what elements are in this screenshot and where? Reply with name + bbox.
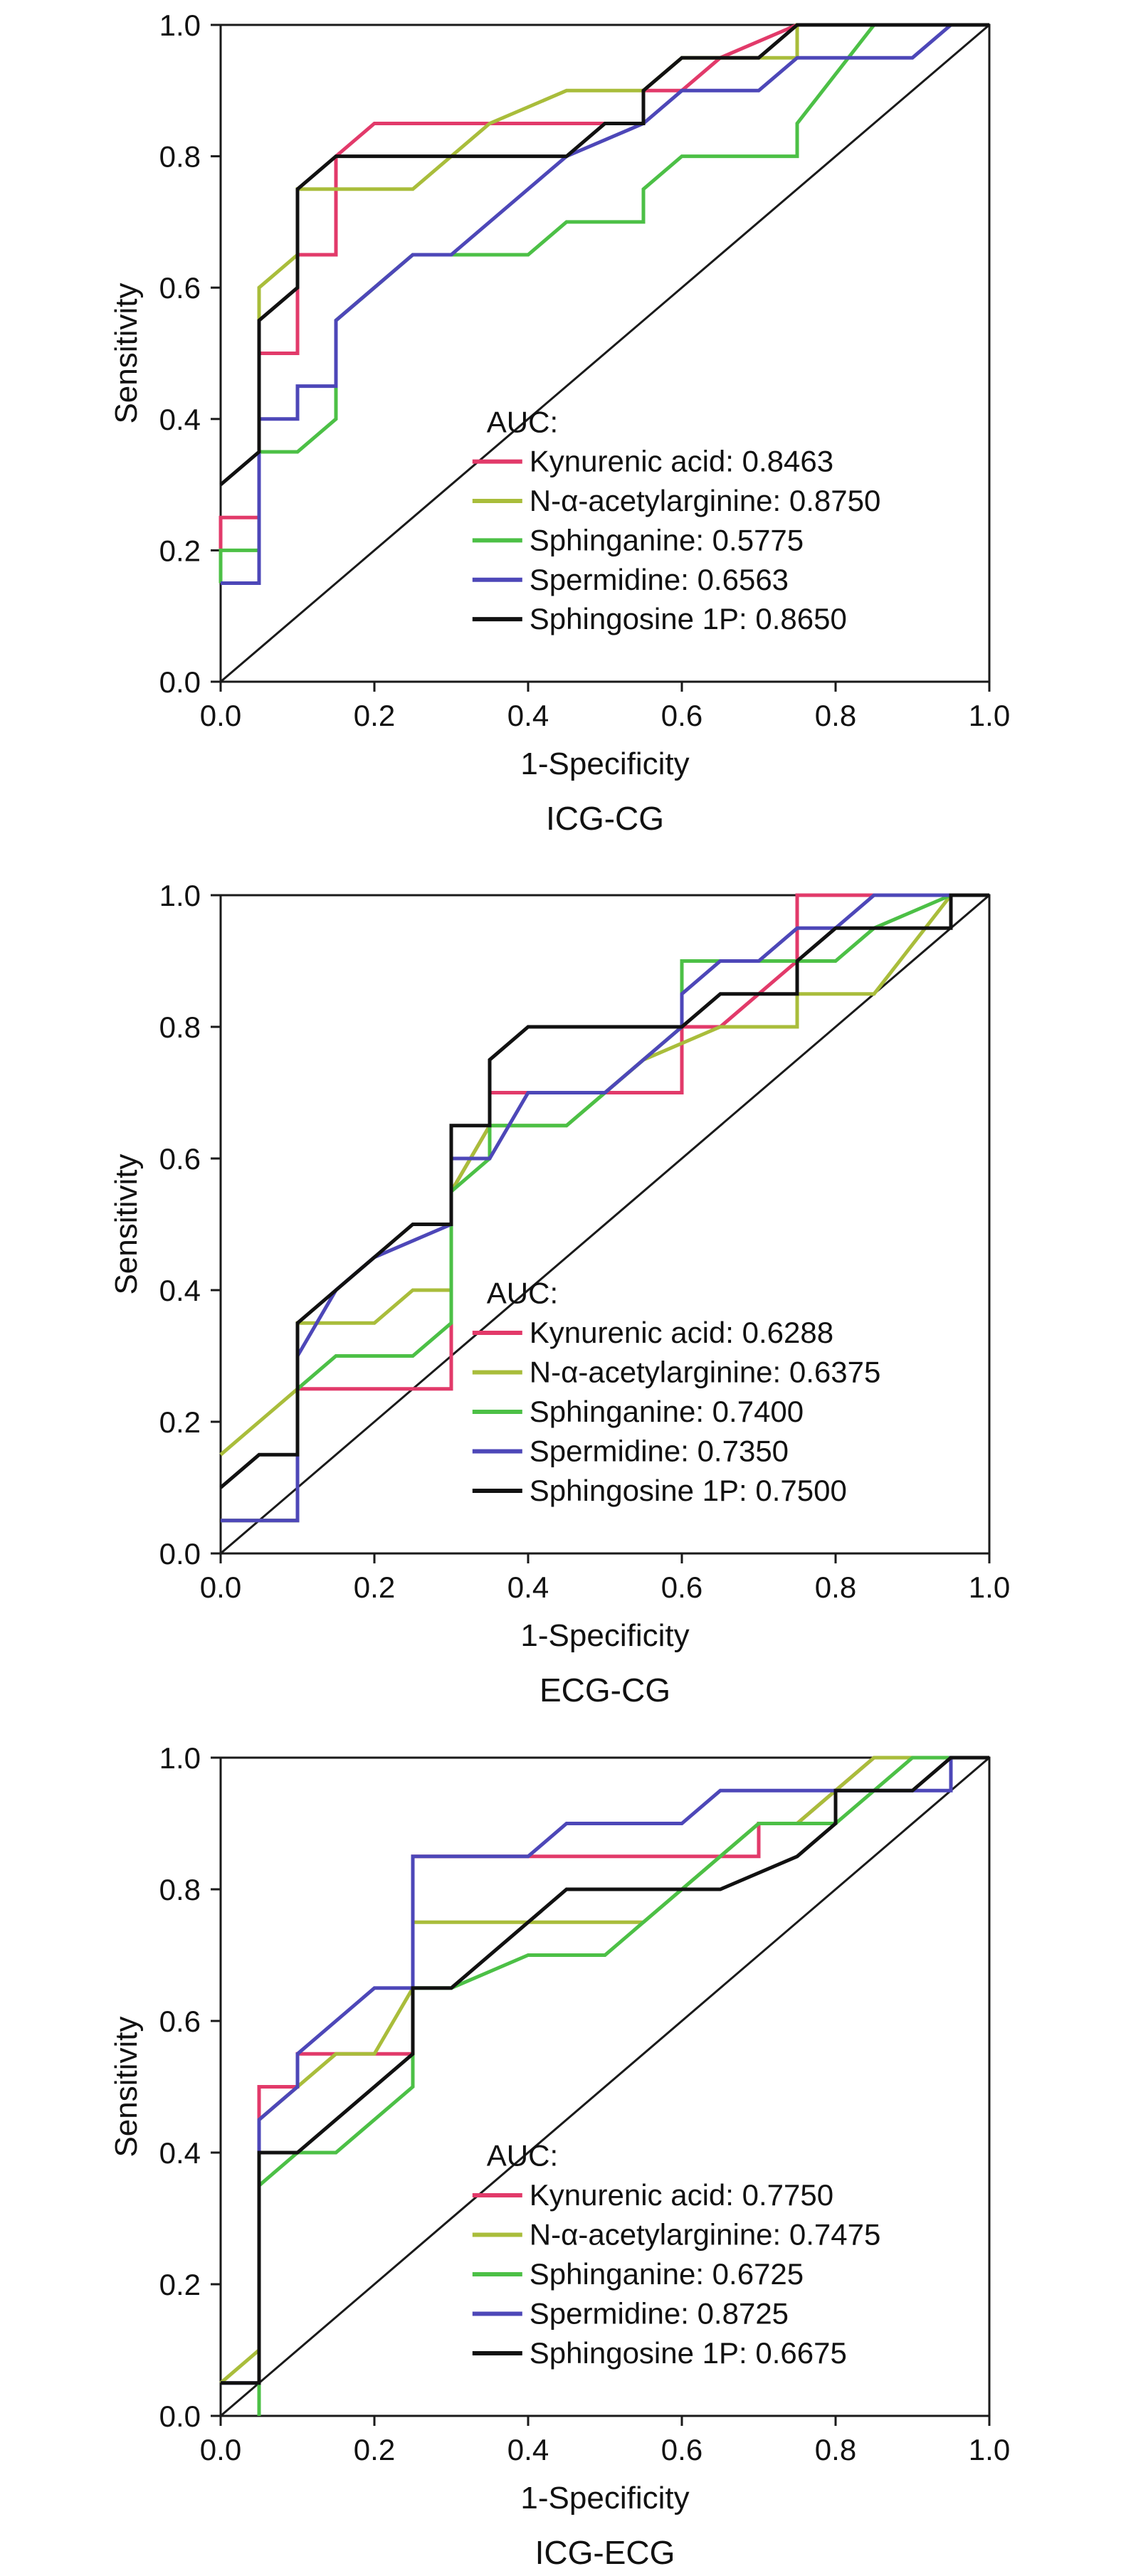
- x-tick-label: 0.6: [661, 2433, 702, 2466]
- legend-entry: N-α-acetylarginine: 0.8750: [530, 484, 881, 517]
- x-tick-label: 0.2: [354, 2433, 395, 2466]
- roc-panel-ecg-cg: 0.0 0.2 0.4 0.6 0.8 1.0 0.0 0.2 0.4 0.6 0.8 1.0 1-Sp…: [109, 879, 1010, 1709]
- y-tick-label: 0.0: [159, 665, 201, 699]
- y-tick-label: 1.0: [159, 879, 201, 912]
- x-axis-title: 1-Specificity: [520, 2481, 689, 2516]
- legend-entry: Kynurenic acid: 0.8463: [530, 445, 833, 478]
- reference-line: [220, 1756, 990, 2417]
- x-tick-label: 0.6: [661, 699, 702, 732]
- y-tick-label: 0.6: [159, 2005, 201, 2038]
- x-tick-label: 0.2: [354, 1571, 395, 1604]
- reference-line: [220, 894, 990, 1555]
- y-tick-label: 0.2: [159, 2268, 201, 2301]
- legend-entry: Sphinganine: 0.6725: [530, 2257, 804, 2291]
- roc-panel-icg-cg: 0.0 0.2 0.4 0.6 0.8 1.0 0.0 0.2 0.4 0.6 0.8 1.0 1-Sp…: [109, 9, 1010, 837]
- y-tick-label: 1.0: [159, 1741, 201, 1775]
- x-tick-label: 0.4: [507, 2433, 549, 2466]
- panel-title: ICG-CG: [546, 800, 664, 837]
- x-tick-label: 1.0: [969, 699, 1010, 732]
- y-tick-label: 0.4: [159, 1274, 201, 1307]
- roc-curve-sphingosine-1p: [221, 1756, 989, 2385]
- y-tick-label: 0.0: [159, 2400, 201, 2433]
- y-tick-label: 0.4: [159, 403, 201, 436]
- legend-header: AUC:: [487, 405, 558, 438]
- x-tick-label: 0.2: [354, 699, 395, 732]
- panel-title: ECG-CG: [540, 1672, 670, 1709]
- y-tick-label: 0.8: [159, 140, 201, 174]
- y-tick-label: 1.0: [159, 9, 201, 42]
- roc-curve-spermidine: [221, 893, 989, 1523]
- x-tick-label: 0.8: [815, 1571, 856, 1604]
- legend-entry: Spermidine: 0.6563: [530, 563, 789, 596]
- legend-entry: N-α-acetylarginine: 0.6375: [530, 1356, 881, 1389]
- roc-curve-sphingosine-1p: [219, 23, 989, 487]
- x-tick-label: 0.4: [507, 1571, 549, 1604]
- y-tick-label: 0.0: [159, 1537, 201, 1571]
- legend-entry: Kynurenic acid: 0.6288: [530, 1316, 833, 1349]
- roc-curve-n-acetylarginine: [221, 23, 989, 585]
- reference-line: [220, 23, 990, 683]
- roc-curve-sphinganine: [221, 893, 989, 1523]
- y-tick-label: 0.2: [159, 1405, 201, 1439]
- x-tick-label: 0.8: [815, 699, 856, 732]
- legend-entry: N-α-acetylarginine: 0.7475: [530, 2218, 881, 2252]
- y-tick-label: 0.6: [159, 1142, 201, 1176]
- legend-header: AUC:: [487, 1277, 558, 1310]
- plot-frame: [219, 894, 991, 1555]
- y-axis-title: Sensitivity: [109, 1154, 144, 1294]
- y-axis-title: Sensitivity: [109, 2016, 144, 2157]
- roc-curve-sphingosine-1p: [219, 893, 989, 1489]
- roc-curve-sphinganine: [257, 1756, 989, 2416]
- x-tick-label: 0.0: [200, 2433, 241, 2466]
- x-tick-label: 1.0: [969, 2433, 1010, 2466]
- roc-curve-spermidine: [221, 23, 989, 585]
- plot-frame: [219, 23, 991, 683]
- x-tick-label: 1.0: [969, 1571, 1010, 1604]
- panel-title: ICG-ECG: [535, 2534, 675, 2571]
- y-axis-title: Sensitivity: [109, 283, 144, 423]
- legend-entry: Spermidine: 0.7350: [530, 1435, 789, 1468]
- legend-entry: Sphinganine: 0.5775: [530, 523, 804, 556]
- y-tick-label: 0.4: [159, 2136, 201, 2170]
- y-tick-label: 0.2: [159, 534, 201, 567]
- legend-entry: Kynurenic acid: 0.7750: [530, 2178, 833, 2212]
- roc-panel-icg-ecg: 0.0 0.2 0.4 0.6 0.8 1.0 0.0 0.2 0.4 0.6 0.8 1.0 1-Sp…: [109, 1741, 1010, 2571]
- y-tick-label: 0.6: [159, 271, 201, 305]
- x-axis-title: 1-Specificity: [520, 746, 689, 781]
- y-tick-label: 0.8: [159, 1010, 201, 1044]
- plot-frame: [219, 1756, 991, 2417]
- y-tick-label: 0.8: [159, 1873, 201, 1906]
- legend-entry: Spermidine: 0.8725: [530, 2297, 789, 2330]
- x-tick-label: 0.0: [200, 1571, 241, 1604]
- x-tick-label: 0.8: [815, 2433, 856, 2466]
- legend-entry: Sphingosine 1P: 0.8650: [530, 602, 847, 635]
- x-tick-label: 0.4: [507, 699, 549, 732]
- legend-header: AUC:: [487, 2139, 558, 2173]
- legend-entry: Sphinganine: 0.7400: [530, 1395, 804, 1428]
- x-tick-label: 0.6: [661, 1571, 702, 1604]
- legend-entry: Sphingosine 1P: 0.7500: [530, 1474, 847, 1507]
- legend-entry: Sphingosine 1P: 0.6675: [530, 2336, 847, 2370]
- x-axis-title: 1-Specificity: [520, 1618, 689, 1653]
- x-tick-label: 0.0: [200, 699, 241, 732]
